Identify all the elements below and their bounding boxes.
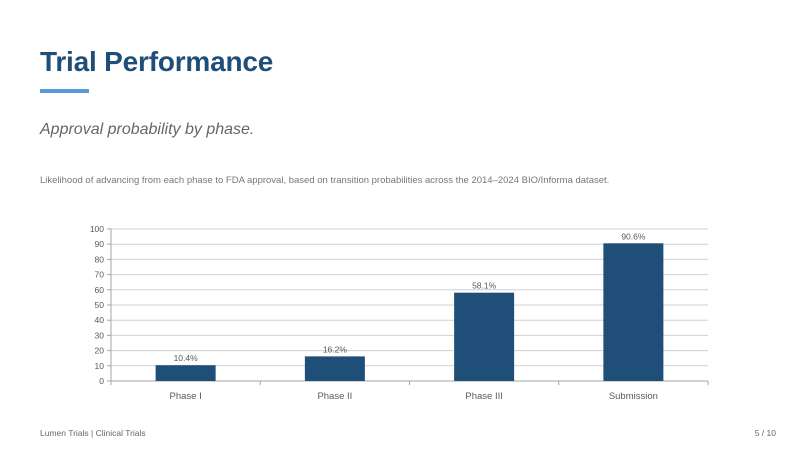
title-accent-rule bbox=[40, 89, 89, 93]
chart-labels: 10.4% Phase I 16.2% Phase II 58.1% Phase III 9… bbox=[170, 231, 658, 402]
y-tick-label: 0 bbox=[99, 376, 104, 386]
slide-subtitle: Approval probability by phase. bbox=[40, 121, 255, 138]
data-label: 10.4% bbox=[174, 353, 199, 363]
x-tick-label: Submission bbox=[609, 391, 658, 402]
y-tick-label: 80 bbox=[95, 254, 105, 264]
slide-description: Likelihood of advancing from each phase … bbox=[40, 175, 610, 186]
x-tick-label: Phase II bbox=[317, 391, 352, 402]
y-tick-label: 40 bbox=[95, 315, 105, 325]
y-tick-label: 30 bbox=[95, 330, 105, 340]
x-tick-label: Phase III bbox=[465, 391, 503, 402]
page-number: 5 / 10 bbox=[754, 428, 776, 438]
y-tick-label: 10 bbox=[95, 361, 105, 371]
y-tick-label: 100 bbox=[90, 224, 104, 234]
data-label: 58.1% bbox=[472, 281, 497, 291]
bar-submission bbox=[603, 243, 664, 381]
x-tick-label: Phase I bbox=[170, 391, 202, 402]
data-label: 90.6% bbox=[621, 231, 646, 241]
y-tick-label: 50 bbox=[95, 300, 105, 310]
chart-bars bbox=[155, 243, 664, 381]
y-tick-label: 60 bbox=[95, 285, 105, 295]
bar-phase-i bbox=[155, 365, 216, 381]
footer-brand: Lumen Trials | Clinical Trials bbox=[40, 428, 146, 438]
y-tick-label: 20 bbox=[95, 346, 105, 356]
y-tick-label: 90 bbox=[95, 239, 105, 249]
y-tick-label: 70 bbox=[95, 270, 105, 280]
data-label: 16.2% bbox=[323, 344, 348, 354]
bar-phase-ii bbox=[304, 356, 365, 381]
bar-phase-iii bbox=[454, 292, 515, 381]
slide-title: Trial Performance bbox=[40, 46, 274, 77]
